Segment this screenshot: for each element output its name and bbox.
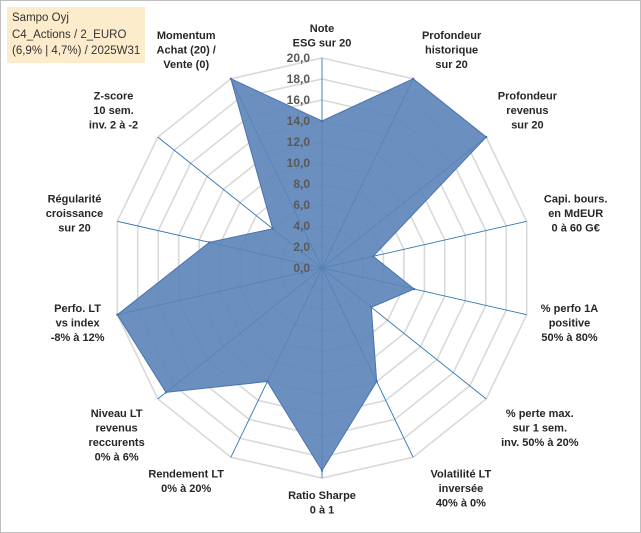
axis-label-line: inv. 2 à -2 xyxy=(89,120,138,132)
axis-label: Régularité croissance sur 20 xyxy=(46,194,103,235)
axis-label-line: 0 à 60 G€ xyxy=(552,223,600,235)
axis-label-line: 0% à 20% xyxy=(161,483,211,495)
period-info: (6,9% | 4,7%) / 2025W31 xyxy=(12,45,141,57)
portfolio-name: C4_Actions / 2_EURO xyxy=(12,28,127,41)
axis-label: Ratio Sharpe 0 à 1 xyxy=(288,490,356,517)
axis-label-line: inversée xyxy=(439,483,484,495)
axis-label-line: sur 20 xyxy=(511,120,543,132)
axis-label-line: ESG sur 20 xyxy=(293,38,352,50)
axis-label: Momentum Achat (20) / Vente (0) xyxy=(157,30,216,71)
axis-label-line: Profondeur xyxy=(422,30,482,42)
axis-label-line: sur 1 sem. xyxy=(513,422,567,434)
axis-label-line: 0% à 6% xyxy=(95,451,139,463)
data-point xyxy=(229,77,233,81)
axis-label: Rendement LT 0% à 20% xyxy=(148,468,224,495)
axis-label-line: inv. 50% à 20% xyxy=(501,437,579,449)
data-point xyxy=(412,287,416,291)
axis-label-line: Ratio Sharpe xyxy=(288,490,356,502)
tick-label: 0,0 xyxy=(293,261,310,275)
tick-label: 8,0 xyxy=(293,177,310,191)
info-box: Sampo Oyj C4_Actions / 2_EURO (6,9% | 4,… xyxy=(7,7,145,63)
data-point xyxy=(208,241,211,244)
axis-label: Perfo. LT vs index -8% à 12% xyxy=(51,303,105,344)
tick-label: 20,0 xyxy=(287,51,311,65)
tick-label: 14,0 xyxy=(287,114,311,128)
axis-label-line: Note xyxy=(310,23,334,35)
axis-label-line: Régularité xyxy=(48,194,102,206)
tick-label: 4,0 xyxy=(293,219,310,233)
tick-label: 10,0 xyxy=(287,156,311,170)
axis-label-line: Niveau LT xyxy=(91,408,143,420)
axis-label-line: Vente (0) xyxy=(163,59,209,71)
tick-label: 2,0 xyxy=(293,240,310,254)
tick-label: 16,0 xyxy=(287,93,311,107)
company-name: Sampo Oyj xyxy=(12,12,69,24)
axis-label-line: Rendement LT xyxy=(148,468,224,480)
axis-label: % perte max. sur 1 sem. inv. 50% à 20% xyxy=(501,408,579,449)
axis-label-line: Achat (20) / xyxy=(157,45,216,57)
axis-label-line: Volatilité LT xyxy=(431,468,492,480)
tick-label: 18,0 xyxy=(287,72,311,86)
data-point xyxy=(375,380,378,383)
axis-label-line: % perfo 1A xyxy=(541,303,599,315)
axis-label-line: sur 20 xyxy=(435,59,467,71)
axis-label-line: revenus xyxy=(95,422,137,434)
axis-label-line: Capi. bours. xyxy=(544,194,608,206)
axis-label: Profondeur historique sur 20 xyxy=(422,30,482,71)
data-point xyxy=(320,469,324,472)
axis-label-line: 50% à 80% xyxy=(541,332,597,344)
axis-label-line: en MdEUR xyxy=(548,208,603,220)
axis-label: % perfo 1A positive 50% à 80% xyxy=(541,303,599,344)
axis-label-line: Profondeur xyxy=(498,91,558,103)
axis-label-line: historique xyxy=(425,45,478,57)
data-point xyxy=(372,255,375,258)
axis-label: Capi. bours. en MdEUR 0 à 60 G€ xyxy=(544,194,608,235)
axis-label-line: Momentum xyxy=(157,30,216,42)
axis-label-line: Perfo. LT xyxy=(54,303,101,315)
data-point xyxy=(164,391,168,394)
axis-label-line: 10 sem. xyxy=(93,105,133,117)
axis-label: Z-score 10 sem. inv. 2 à -2 xyxy=(89,91,138,132)
axis-label-line: Z-score xyxy=(94,91,134,103)
axis-label-line: sur 20 xyxy=(58,223,90,235)
axis-label-line: positive xyxy=(549,317,591,329)
axis-label-line: reccurents xyxy=(88,437,144,449)
data-point xyxy=(370,306,373,309)
axis-label-line: % perte max. xyxy=(506,408,574,420)
axis-label: Niveau LT revenus reccurents 0% à 6% xyxy=(88,408,144,464)
axis-label: Note ESG sur 20 xyxy=(293,23,352,50)
data-point xyxy=(485,135,488,139)
axis-label-line: revenus xyxy=(506,105,548,117)
tick-label: 6,0 xyxy=(293,198,310,212)
data-point xyxy=(411,77,415,81)
data-point xyxy=(320,119,324,123)
axis-label-line: vs index xyxy=(56,317,101,329)
tick-label: 12,0 xyxy=(287,135,311,149)
axis-label: Volatilité LT inversée 40% à 0% xyxy=(431,468,492,509)
data-point xyxy=(266,380,269,383)
data-point xyxy=(116,313,119,316)
axis-label-line: 40% à 0% xyxy=(436,497,486,509)
axis-label-line: croissance xyxy=(46,208,103,220)
axis-label: Profondeur revenus sur 20 xyxy=(498,91,558,132)
data-point xyxy=(271,227,274,230)
axis-label-line: -8% à 12% xyxy=(51,332,105,344)
axis-label-line: 0 à 1 xyxy=(310,505,334,517)
